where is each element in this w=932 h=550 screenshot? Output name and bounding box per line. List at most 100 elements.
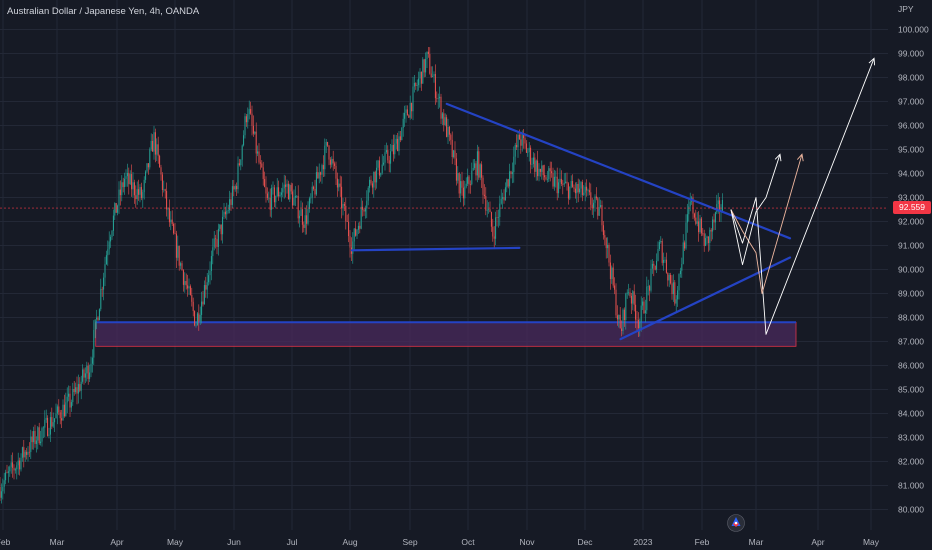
candle-body [370, 179, 372, 184]
price-tick-label: 85.000 [898, 385, 924, 395]
candle-body [721, 199, 723, 212]
candle-body [258, 151, 260, 163]
candle-body [668, 274, 670, 281]
candle-body [96, 317, 98, 320]
candle-body [128, 172, 130, 185]
candle-body [278, 187, 280, 197]
candle-body [20, 457, 22, 470]
candle-body [237, 163, 239, 190]
price-tick-label: 91.000 [898, 241, 924, 251]
candle-body [215, 238, 217, 240]
candle-body [192, 301, 194, 312]
candle-body [55, 413, 57, 419]
candle-body [399, 136, 401, 141]
candle-body [97, 317, 99, 321]
tradingview-logo-icon[interactable] [727, 514, 745, 532]
candle-body [166, 191, 168, 210]
price-tick-label: 84.000 [898, 409, 924, 419]
candle-body [476, 151, 478, 176]
time-tick-label: Dec [577, 537, 593, 547]
candle-body [677, 290, 679, 300]
candle-body [40, 441, 42, 444]
candle-body [289, 184, 291, 200]
candle-body [10, 462, 12, 467]
candle-body [492, 226, 494, 237]
candle-body [313, 186, 315, 189]
candle-body [493, 236, 495, 239]
candle-body [612, 267, 614, 286]
candle-body [301, 209, 303, 225]
candle-body [686, 214, 688, 223]
candle-body [693, 213, 695, 218]
candle-body [261, 163, 263, 168]
candle-body [392, 145, 394, 155]
candle-body [93, 329, 95, 358]
candle-body [569, 186, 571, 199]
candle-body [153, 132, 155, 152]
candle-body [58, 406, 60, 413]
candle-body [201, 301, 203, 315]
candle-body [367, 187, 369, 201]
candle-body [446, 117, 448, 137]
candle-body [542, 165, 544, 176]
candle-body [161, 174, 163, 190]
candle-body [426, 51, 428, 60]
trendline[interactable] [350, 246, 521, 252]
candle-body [541, 165, 543, 172]
candle-body [227, 210, 229, 211]
candle-body [0, 486, 1, 498]
candle-body [9, 466, 11, 472]
candle-body [713, 219, 715, 223]
candle-body [427, 51, 429, 55]
candle-body [444, 117, 446, 125]
candle-body [468, 176, 470, 185]
time-tick-label: Aug [342, 537, 357, 547]
candle-body [702, 233, 704, 234]
candle-body [455, 158, 457, 181]
projection-path[interactable] [730, 154, 781, 266]
candle-body [374, 171, 376, 183]
candle-body [545, 177, 547, 180]
candle-body [706, 236, 708, 239]
candle-body [658, 242, 660, 250]
projection-path[interactable] [730, 58, 875, 335]
candle-body [548, 168, 550, 180]
candle-body [714, 212, 716, 223]
candle-body [139, 187, 141, 195]
candle-body [656, 260, 658, 270]
candle-body [514, 144, 516, 157]
price-tick-label: 93.000 [898, 193, 924, 203]
candle-body [294, 196, 296, 198]
candle-body [244, 116, 246, 136]
candle-body [321, 165, 323, 175]
candle-body [98, 309, 100, 321]
candle-body [349, 236, 351, 248]
time-axis[interactable]: Feb Mar Apr May Jun Jul Aug Sep Oct Nov Dec 2023 Feb… [0, 537, 880, 547]
candle-body [65, 402, 67, 417]
candle-body [111, 230, 113, 237]
projection-path[interactable] [730, 154, 803, 294]
candle-body [475, 163, 477, 176]
candle-body [709, 229, 711, 244]
candle-body [362, 206, 364, 210]
candle-body [586, 186, 588, 191]
candle-body [48, 434, 50, 436]
candle-body [485, 195, 487, 211]
candle-body [467, 176, 469, 184]
candle-body [674, 282, 676, 304]
candle-body [105, 255, 107, 265]
price-axis[interactable]: JPY 100.000 99.000 98.000 97.000 96.000 95.00… [898, 4, 929, 515]
candle-body [276, 187, 278, 196]
candle-body [42, 427, 44, 429]
candle-body [503, 197, 505, 201]
candle-body [126, 172, 128, 177]
support-zone[interactable] [95, 321, 797, 347]
candle-body [383, 162, 385, 165]
candle-body [292, 191, 294, 206]
candle-body [420, 71, 422, 84]
candle-body [464, 186, 466, 199]
candle-body [394, 143, 396, 155]
candle-body [520, 139, 522, 146]
candle-body [19, 460, 21, 470]
